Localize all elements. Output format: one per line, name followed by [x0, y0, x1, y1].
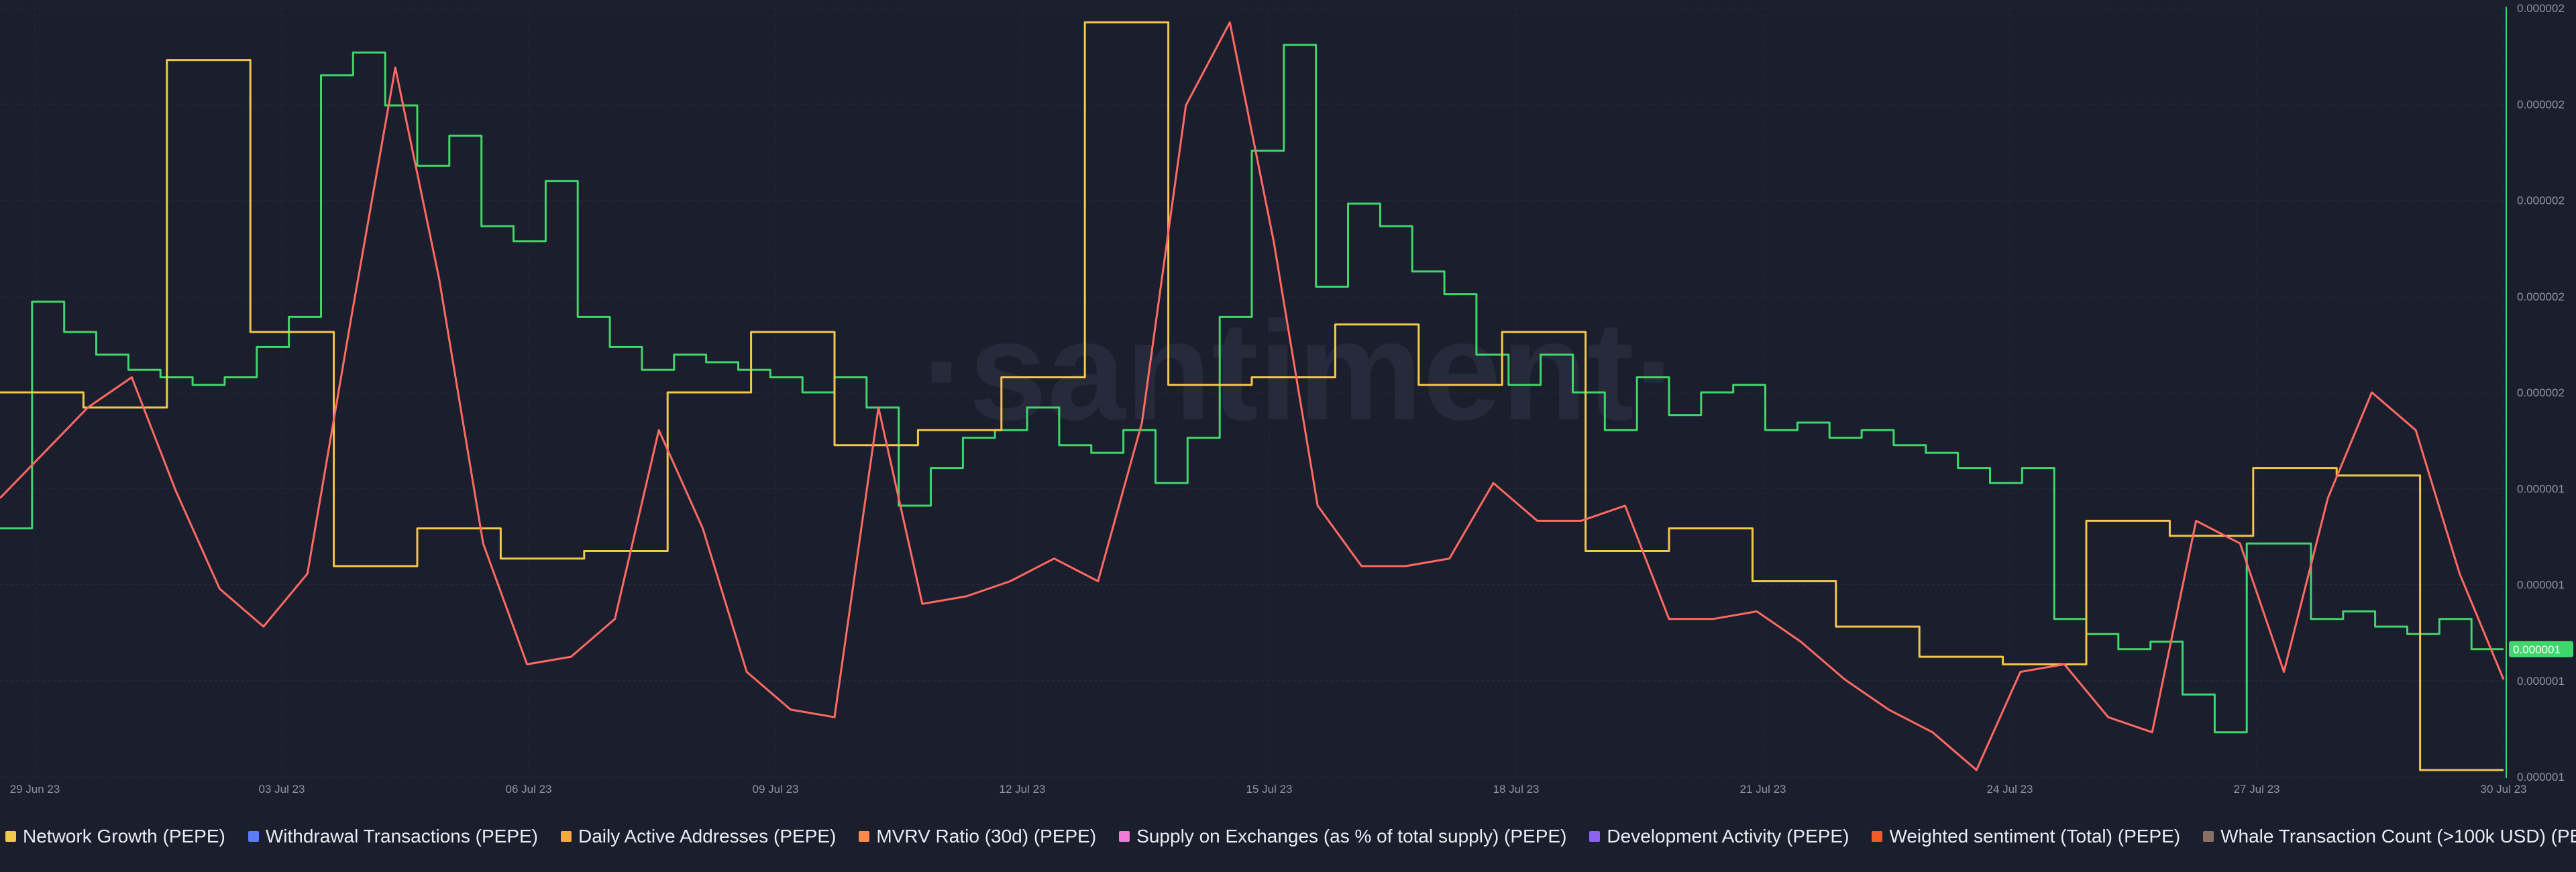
current-value-label: 0.000001 — [2513, 643, 2561, 656]
axes: 0.000002 0.000002 0.000002 0.000002 0.000002… — [10, 2, 2573, 796]
legend-label: Whale Transaction Count (>100k USD) (PEP… — [2220, 826, 2576, 847]
legend-label: Weighted sentiment (Total) (PEPE) — [1889, 826, 2181, 847]
legend-label: Withdrawal Transactions (PEPE) — [265, 826, 538, 847]
x-tick-label: 12 Jul 23 — [1000, 783, 1046, 796]
series-line-mvrv-ratio-30d-pepe — [0, 21, 2505, 771]
y-tick-label: 0.000002 — [2517, 195, 2565, 207]
legend-swatch — [248, 831, 259, 842]
legend-item[interactable]: Withdrawal Transactions (PEPE) — [248, 826, 538, 847]
legend-label: Daily Active Addresses (PEPE) — [578, 826, 837, 847]
current-value-badge — [2509, 641, 2573, 657]
y-tick-label: 0.000001 — [2517, 579, 2565, 592]
legend-swatch — [859, 831, 870, 842]
y-tick-label: 0.000002 — [2517, 290, 2565, 303]
legend-item[interactable]: MVRV Ratio (30d) (PEPE) — [859, 826, 1096, 847]
legend-swatch — [1589, 831, 1601, 842]
legend-item[interactable]: Weighted sentiment (Total) (PEPE) — [1872, 826, 2180, 847]
y-tick-label: 0.000001 — [2517, 771, 2565, 783]
legend: Network Growth (PEPE) Withdrawal Transact… — [0, 823, 2576, 850]
x-tick-label: 30 Jul 23 — [2481, 783, 2527, 796]
legend-label: Network Growth (PEPE) — [23, 826, 225, 847]
x-tick-label: 21 Jul 23 — [1740, 783, 1786, 796]
y-tick-label: 0.000002 — [2517, 386, 2565, 399]
legend-label: MVRV Ratio (30d) (PEPE) — [876, 826, 1097, 847]
x-tick-label: 15 Jul 23 — [1246, 783, 1293, 796]
x-tick-label: 27 Jul 23 — [2234, 783, 2280, 796]
x-tick-label: 18 Jul 23 — [1493, 783, 1540, 796]
watermark: ·santiment· — [922, 292, 1681, 449]
x-tick-label: 03 Jul 23 — [259, 783, 305, 796]
y-tick-label: 0.000002 — [2517, 2, 2565, 15]
legend-item[interactable]: Network Growth (PEPE) — [5, 826, 225, 847]
x-tick-label: 09 Jul 23 — [753, 783, 799, 796]
x-tick-label: 24 Jul 23 — [1987, 783, 2033, 796]
legend-item[interactable]: Whale Transaction Count (>100k USD) (PEP… — [2203, 826, 2576, 847]
legend-swatch — [1119, 831, 1130, 842]
y-tick-label: 0.000001 — [2517, 482, 2565, 495]
legend-swatch — [5, 831, 16, 842]
legend-label: Development Activity (PEPE) — [1607, 826, 1849, 847]
y-tick-label: 0.000002 — [2517, 98, 2565, 111]
legend-swatch — [561, 831, 572, 842]
series-layer — [0, 21, 2505, 771]
series-line-network-growth-pepe — [0, 21, 2504, 771]
y-tick-label: 0.000001 — [2517, 675, 2565, 688]
legend-swatch — [1872, 831, 1883, 842]
legend-item[interactable]: Daily Active Addresses (PEPE) — [561, 826, 836, 847]
legend-item[interactable]: Development Activity (PEPE) — [1589, 826, 1849, 847]
legend-item[interactable]: Supply on Exchanges (as % of total suppl… — [1119, 826, 1566, 847]
legend-swatch — [2203, 831, 2214, 842]
legend-label: Supply on Exchanges (as % of total suppl… — [1136, 826, 1567, 847]
series-line-price-pepe — [0, 44, 2504, 734]
x-tick-label: 29 Jun 23 — [10, 783, 60, 796]
x-tick-label: 06 Jul 23 — [506, 783, 552, 796]
